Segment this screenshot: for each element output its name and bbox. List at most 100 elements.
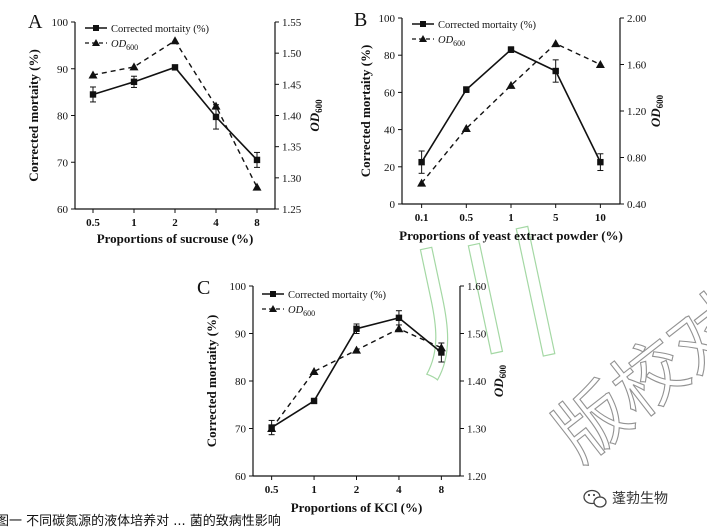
legend-od600-main: OD <box>438 35 454 46</box>
wechat-icon <box>583 489 607 508</box>
od600-point <box>394 324 404 333</box>
y2-tick-label: 1.35 <box>282 142 302 154</box>
y2-tick-label: 1.20 <box>627 106 647 118</box>
x-tick-label: 5 <box>553 212 559 224</box>
legend-od600-marker <box>419 35 427 42</box>
legend-od600-label: OD600 <box>111 39 138 52</box>
y2-axis-title-main: OD <box>648 108 663 127</box>
mortality-point <box>353 325 360 332</box>
mortality-point <box>130 78 138 86</box>
od600-series-line <box>421 42 601 184</box>
od600-point <box>129 62 139 71</box>
x-tick-label: 1 <box>311 484 317 496</box>
mortality-point <box>253 156 261 164</box>
y-axis-title: Corrected mortaity (%) <box>358 45 373 178</box>
mortality-point <box>463 86 470 93</box>
y2-tick-label: 2.00 <box>627 13 647 25</box>
mortality-series-line <box>92 66 258 161</box>
od600-point <box>352 345 361 354</box>
y-tick-label: 40 <box>384 125 396 137</box>
y-tick-label: 0 <box>390 199 396 211</box>
legend-od600-main: OD <box>288 305 304 316</box>
y2-axis-title: OD600 <box>491 364 508 397</box>
y-tick-label: 80 <box>384 50 396 62</box>
logo-text: 蓬勃生物 <box>612 491 668 507</box>
y2-tick-label: 1.55 <box>282 17 302 29</box>
y2-axis-title-sub: 600 <box>655 94 665 108</box>
legend-od600-label: OD600 <box>438 35 465 48</box>
y2-tick-label: 1.40 <box>282 111 302 123</box>
y-tick-label: 100 <box>230 281 247 293</box>
mortality-point <box>212 113 220 121</box>
y2-axis-title: OD600 <box>648 94 665 127</box>
panel-letter: C <box>197 277 210 299</box>
y2-tick-label: 1.30 <box>282 173 302 185</box>
od600-point <box>252 182 262 191</box>
y2-tick-label: 1.20 <box>467 471 487 483</box>
mortality-point <box>310 397 318 405</box>
y-tick-label: 60 <box>384 87 396 99</box>
legend-mortality-label: Corrected mortaity (%) <box>288 290 386 301</box>
y2-tick-label: 1.30 <box>467 424 487 436</box>
od600-point <box>170 36 180 45</box>
mortality-point <box>89 91 97 98</box>
y-tick-label: 60 <box>57 204 69 216</box>
legend-od600-sub: 600 <box>303 309 315 318</box>
legend-od600-label: OD600 <box>288 305 315 318</box>
legend-mortality-marker <box>93 25 99 31</box>
x-axis-title: Proportions of sucrouse (%) <box>97 231 254 246</box>
y2-tick-label: 1.50 <box>282 48 302 60</box>
y-tick-label: 70 <box>57 157 69 169</box>
y2-tick-label: 1.60 <box>467 281 487 293</box>
y-tick-label: 100 <box>52 17 69 29</box>
x-axis-title: Proportions of yeast extract powder (%) <box>399 228 623 243</box>
svg-text:版校对: 版校对 <box>539 279 707 478</box>
od600-point <box>506 80 516 89</box>
od600-point <box>551 39 561 48</box>
x-tick-label: 10 <box>595 212 607 224</box>
panel-a: A 60 70 80 90 100 1.25 1.30 1.35 1.40 1.45 1.50 1.55… <box>26 11 324 246</box>
mortality-point <box>171 64 179 71</box>
y2-tick-label: 0.40 <box>627 199 647 211</box>
y2-tick-label: 1.50 <box>467 329 487 341</box>
legend-mortality-marker <box>420 21 426 27</box>
y2-tick-label: 1.40 <box>467 376 487 388</box>
mortality-point <box>507 46 515 53</box>
x-tick-label: 2 <box>354 484 360 496</box>
x-tick-label: 2 <box>172 217 178 229</box>
mortality-point <box>552 67 559 75</box>
mortality-point <box>395 314 403 322</box>
legend-od600-sub: 600 <box>126 43 138 52</box>
x-tick-label: 1 <box>131 217 137 229</box>
y-tick-label: 70 <box>235 424 247 436</box>
y2-axis-title-main: OD <box>491 378 506 397</box>
mortality-point <box>438 349 445 356</box>
y-axis-title: Corrected mortaity (%) <box>26 49 41 182</box>
y2-tick-label: 0.80 <box>627 153 647 165</box>
y-tick-label: 60 <box>235 471 247 483</box>
legend-od600-sub: 600 <box>453 39 465 48</box>
publisher-logo: 蓬勃生物 <box>583 489 668 508</box>
x-tick-label: 1 <box>508 212 514 224</box>
svg-text:川: 川 <box>393 204 576 405</box>
y2-tick-label: 1.60 <box>627 60 647 72</box>
legend-mortality-label: Corrected mortaity (%) <box>111 24 209 35</box>
y-tick-label: 90 <box>235 329 247 341</box>
panel-b: B 0 20 40 60 80 100 0.40 0.80 1.20 1.60 2.00 0.1 0.5 1… <box>354 9 665 243</box>
panel-letter: A <box>28 11 43 33</box>
x-tick-label: 0.1 <box>415 212 429 224</box>
x-tick-label: 0.5 <box>459 212 473 224</box>
y2-axis-title-main: OD <box>307 112 322 131</box>
panel-c: C 60 70 80 90 100 1.20 1.30 1.40 1.50 1.60 0.5 1 2 4 8 P… <box>197 277 508 515</box>
legend-od600-main: OD <box>111 39 127 50</box>
y-tick-label: 80 <box>57 111 69 123</box>
x-tick-label: 0.5 <box>265 484 279 496</box>
y2-axis-title-sub: 600 <box>498 364 508 378</box>
x-tick-label: 0.5 <box>86 217 100 229</box>
y2-axis-title: OD600 <box>307 99 324 132</box>
y-tick-label: 90 <box>57 64 69 76</box>
od600-point <box>595 60 605 68</box>
y-axis-title: Corrected mortaity (%) <box>204 315 219 448</box>
y-tick-label: 80 <box>235 376 247 388</box>
